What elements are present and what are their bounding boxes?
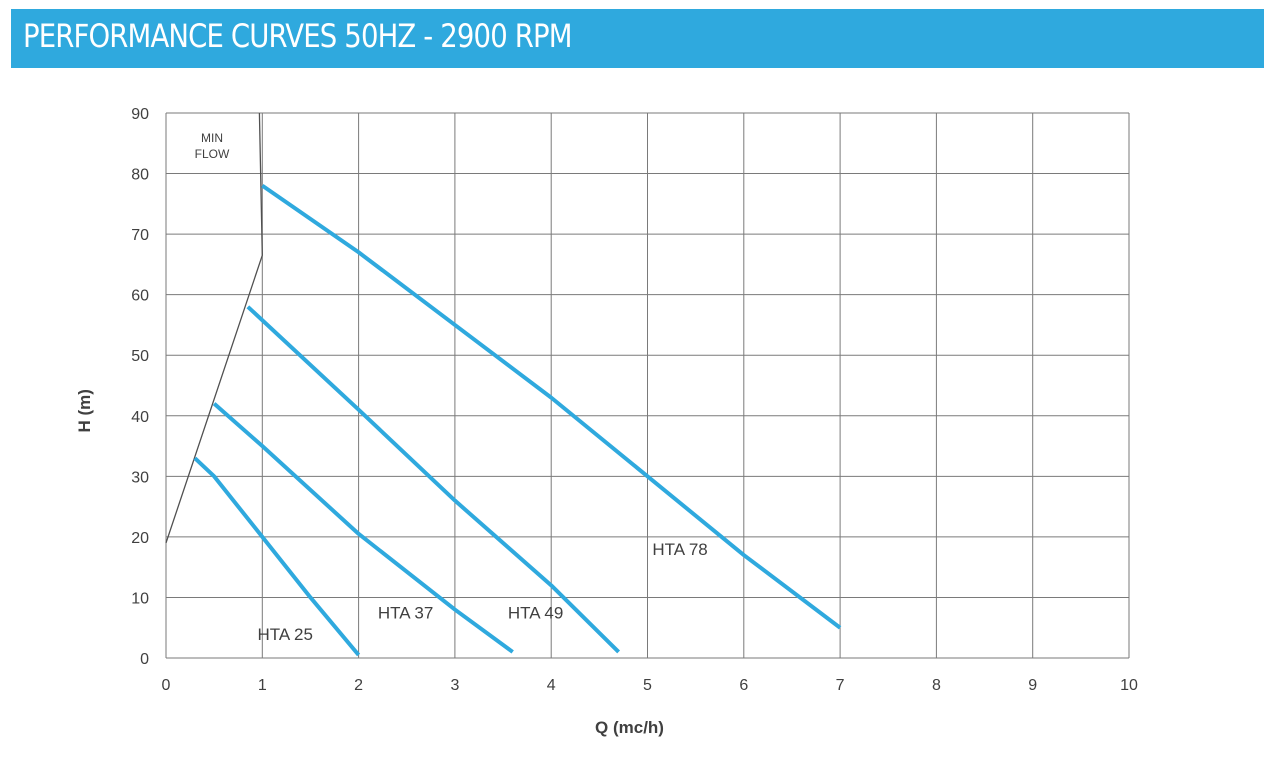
x-tick-label: 6 bbox=[739, 677, 748, 694]
y-tick-label: 80 bbox=[131, 167, 149, 184]
series-line bbox=[246, 305, 621, 654]
min-flow-label: MIN bbox=[201, 131, 223, 145]
series-label: HTA 49 bbox=[508, 604, 563, 623]
chart-series bbox=[193, 184, 842, 657]
x-tick-label: 4 bbox=[547, 677, 556, 694]
series-label: HTA 78 bbox=[652, 540, 707, 559]
series-line bbox=[212, 402, 514, 654]
y-tick-label: 50 bbox=[131, 348, 149, 365]
min-flow-line bbox=[165, 112, 263, 544]
x-axis-label: Q (mc/h) bbox=[595, 718, 664, 737]
chart-grid bbox=[165, 112, 1130, 659]
x-tick-label: 9 bbox=[1028, 677, 1037, 694]
page-title: PERFORMANCE CURVES 50HZ - 2900 RPM bbox=[23, 17, 572, 55]
chart-axes: 0 1 2 3 4 5 6 7 8 9 10 0 10 20 30 40 50 60 70 80 90 bbox=[131, 106, 1138, 694]
y-tick-label: 0 bbox=[140, 651, 149, 668]
y-tick-label: 40 bbox=[131, 409, 149, 426]
x-tick-label: 10 bbox=[1120, 677, 1138, 694]
series-line bbox=[193, 456, 361, 657]
x-tick-label: 8 bbox=[932, 677, 941, 694]
x-tick-label: 7 bbox=[836, 677, 845, 694]
y-tick-label: 60 bbox=[131, 288, 149, 305]
series-line bbox=[261, 184, 842, 630]
min-flow-label: FLOW bbox=[195, 147, 230, 161]
chart-series-labels: HTA 25 HTA 37 HTA 49 HTA 78 bbox=[257, 540, 707, 644]
y-tick-label: 20 bbox=[131, 530, 149, 547]
y-tick-label: 10 bbox=[131, 590, 149, 607]
chart-annotations: MIN FLOW bbox=[165, 112, 263, 544]
x-tick-label: 2 bbox=[354, 677, 363, 694]
y-tick-label: 70 bbox=[131, 227, 149, 244]
x-tick-label: 1 bbox=[258, 677, 267, 694]
y-tick-label: 30 bbox=[131, 469, 149, 486]
x-tick-label: 5 bbox=[643, 677, 652, 694]
x-tick-label: 0 bbox=[162, 677, 171, 694]
y-tick-label: 90 bbox=[131, 106, 149, 123]
y-axis-label: H (m) bbox=[75, 389, 94, 432]
x-tick-label: 3 bbox=[450, 677, 459, 694]
series-label: HTA 25 bbox=[257, 625, 312, 644]
header-bar: PERFORMANCE CURVES 50HZ - 2900 RPM bbox=[11, 9, 1264, 68]
series-label: HTA 37 bbox=[378, 604, 433, 623]
